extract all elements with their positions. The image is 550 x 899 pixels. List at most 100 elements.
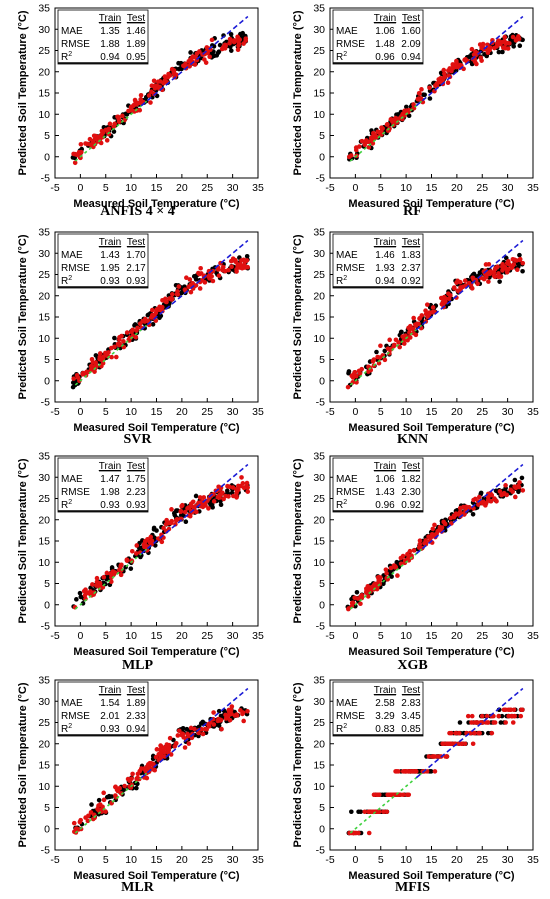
x-tick-label: 10 <box>400 854 412 866</box>
test-point <box>378 129 384 134</box>
test-point <box>148 534 154 540</box>
test-point <box>512 484 517 490</box>
test-point <box>75 375 81 381</box>
test-point <box>346 606 351 612</box>
metric-label-rmse: RMSE <box>61 263 90 274</box>
fit-line <box>415 463 524 555</box>
test-point <box>113 784 118 790</box>
metric-test-mae: 1.89 <box>126 698 146 709</box>
train-point <box>128 566 134 571</box>
test-point <box>239 265 245 271</box>
test-point <box>138 766 144 771</box>
test-point <box>395 573 400 578</box>
test-point <box>200 504 206 510</box>
test-point <box>135 775 140 781</box>
test-point <box>400 769 406 774</box>
fit-line <box>415 239 524 331</box>
y-tick-label: 30 <box>313 472 325 484</box>
x-tick-label: 10 <box>125 630 137 642</box>
train-point <box>381 581 386 587</box>
test-point <box>452 286 457 291</box>
test-point <box>103 809 108 814</box>
fit-line <box>140 463 249 555</box>
test-point <box>108 571 113 577</box>
scatter-plot: -5 0 5 10 15 20 25 30 35 -5 0 5 10 15 20 25 30 35 Measured… <box>17 227 264 435</box>
metrics-table <box>332 457 424 513</box>
test-point <box>384 571 389 576</box>
test-point <box>228 258 234 264</box>
train-point <box>176 60 181 66</box>
test-point <box>227 40 232 46</box>
train-point <box>453 68 459 73</box>
test-point <box>388 565 394 571</box>
test-point <box>112 121 117 127</box>
metric-test-rmse: 2.09 <box>401 39 421 50</box>
y-tick-label: 15 <box>313 88 325 100</box>
metric-test-r2: 0.93 <box>126 276 146 287</box>
panel-caption: KNN <box>396 432 429 447</box>
metric-train-mae: 1.46 <box>375 250 395 261</box>
train-point <box>511 44 516 49</box>
y-tick-label: 30 <box>313 696 325 708</box>
test-point <box>167 296 172 301</box>
train-point <box>519 475 525 481</box>
x-tick-label: 35 <box>252 630 264 642</box>
test-point <box>149 762 154 767</box>
train-point <box>499 713 505 719</box>
test-point <box>469 720 474 725</box>
test-point <box>237 37 242 42</box>
train-point <box>517 252 522 258</box>
test-point <box>83 589 89 595</box>
test-point <box>166 745 172 751</box>
train-point <box>471 271 477 277</box>
test-point <box>492 45 497 51</box>
test-point <box>465 713 471 719</box>
metric-train-r2: 0.93 <box>100 724 120 735</box>
test-point <box>359 366 365 372</box>
test-point <box>375 354 380 360</box>
test-point <box>430 305 436 310</box>
test-point <box>417 538 423 543</box>
header-test: Test <box>127 237 146 248</box>
y-tick-label: 20 <box>313 290 325 302</box>
train-point <box>183 519 189 525</box>
metric-label-mae: MAE <box>336 698 358 709</box>
test-point <box>387 351 392 356</box>
test-point <box>233 257 238 263</box>
x-tick-label: 0 <box>77 630 83 642</box>
test-point <box>413 769 419 774</box>
test-point <box>457 509 463 515</box>
test-point <box>201 495 207 500</box>
test-point <box>156 84 161 89</box>
x-tick-label: -5 <box>50 854 59 866</box>
y-tick-label: 35 <box>38 3 50 15</box>
test-point <box>515 267 520 272</box>
x-tick-label: 30 <box>227 854 239 866</box>
test-point <box>240 711 245 717</box>
x-tick-label: 20 <box>176 406 188 418</box>
test-point <box>142 543 148 549</box>
x-tick-label: 10 <box>125 854 137 866</box>
test-point <box>130 771 135 777</box>
test-point <box>163 299 169 305</box>
metrics-table <box>332 681 424 737</box>
y-tick-label: 25 <box>313 45 325 57</box>
test-point <box>358 594 364 599</box>
metric-test-mae: 1.46 <box>126 26 146 37</box>
test-point <box>221 496 226 502</box>
y-tick-label: 25 <box>38 717 50 729</box>
header-train: Train <box>374 237 396 248</box>
header-test: Test <box>127 13 146 24</box>
header-test: Test <box>402 237 421 248</box>
test-point <box>216 484 221 490</box>
test-point <box>215 718 221 724</box>
y-tick-label: 15 <box>313 536 325 548</box>
test-point <box>366 369 371 374</box>
scatter-plot: -5 0 5 10 15 20 25 30 35 -5 0 5 10 15 20 25 30 35 Measured… <box>292 675 539 883</box>
test-point <box>450 66 456 71</box>
header-train: Train <box>99 461 121 472</box>
test-point <box>474 61 479 67</box>
y-tick-label: 0 <box>44 823 50 835</box>
test-point <box>397 344 402 350</box>
metric-train-mae: 2.58 <box>375 698 395 709</box>
